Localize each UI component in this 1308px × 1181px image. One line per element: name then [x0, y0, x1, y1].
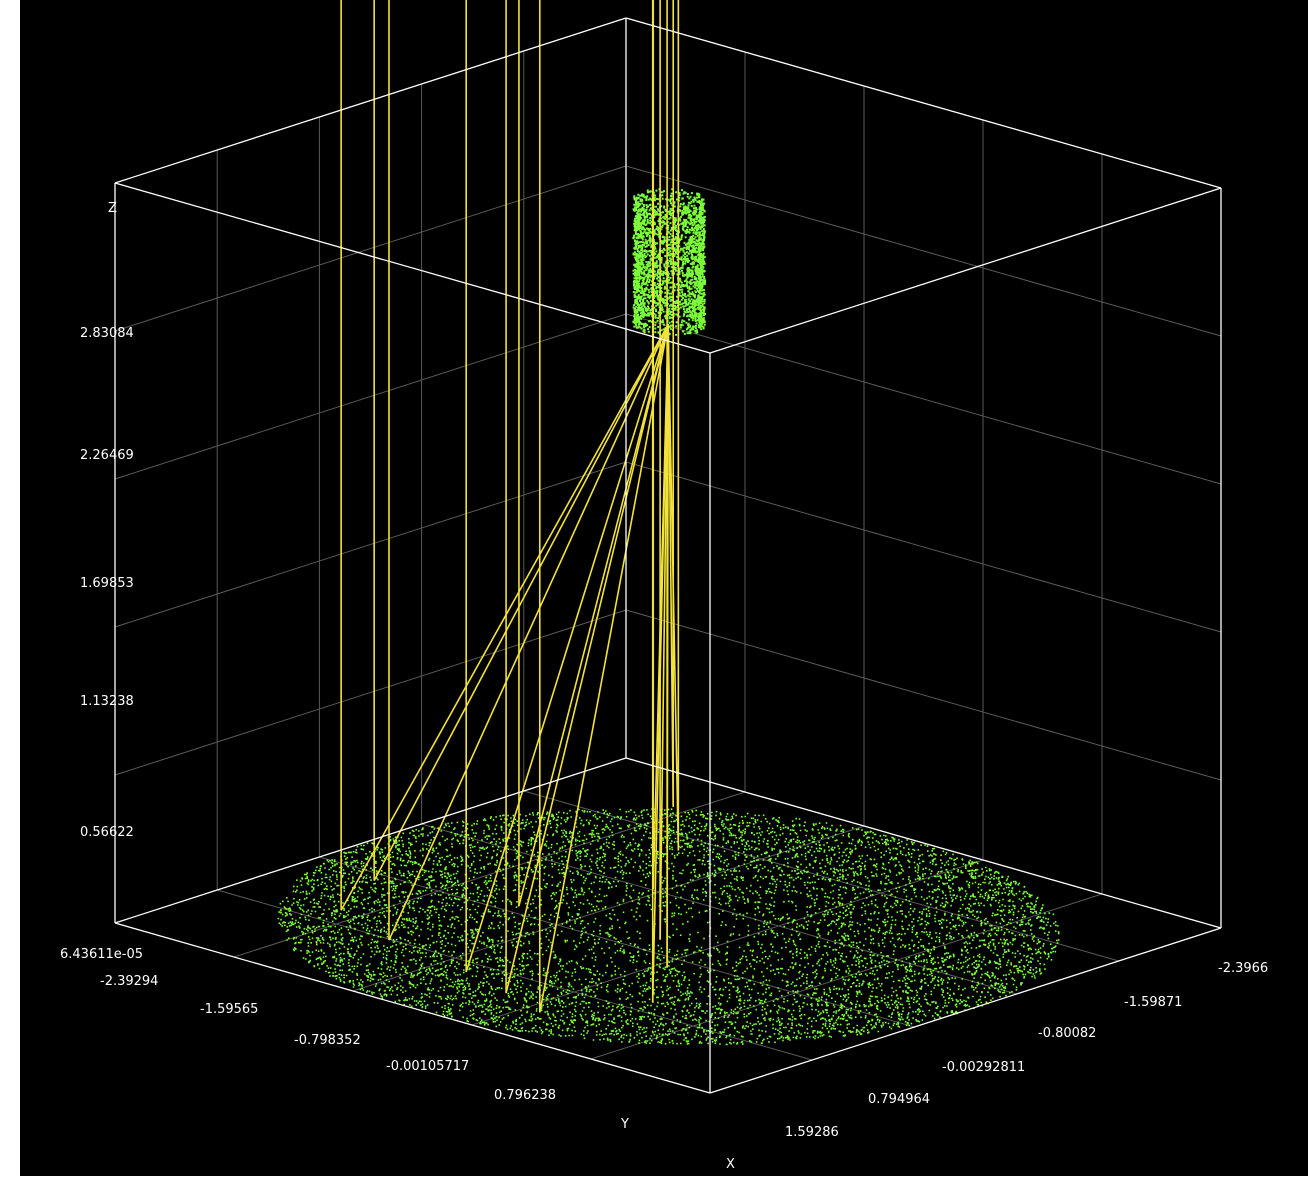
y-axis-label: Y: [620, 1117, 629, 1132]
x-tick-label: -2.3966: [1218, 961, 1268, 976]
disk-point-cloud: [277, 808, 1060, 1046]
y-tick-label: -0.00105717: [386, 1059, 469, 1074]
reflected-ray: [340, 324, 669, 911]
y-tick-label: -0.798352: [294, 1033, 361, 1048]
reflected-ray: [505, 324, 669, 994]
reflected-ray: [373, 324, 669, 882]
reflected-ray: [538, 324, 669, 1013]
bounding-box: [114, 17, 1222, 1094]
box-edge: [114, 182, 711, 354]
z-tick-label: 2.83084: [80, 326, 134, 341]
x-tick-label: 0.794964: [868, 1092, 930, 1107]
floor-grid-line: [590, 893, 1103, 1060]
cylinder-points: [632, 188, 707, 336]
x-tick-label: -0.80082: [1038, 1026, 1096, 1041]
x-tick-label: -1.59871: [1124, 995, 1182, 1010]
box-edge: [114, 922, 711, 1094]
floor-grid-line: [421, 823, 1017, 995]
cylinder-point-cloud: [632, 188, 707, 336]
grid-lines: [114, 51, 1222, 1061]
tick-labels: 6.43611e-05 0.56622 1.13238 1.69853 2.26…: [60, 201, 1268, 1172]
ray-lines: [340, 0, 680, 1013]
box-edge: [625, 757, 1222, 929]
z-tick-label: 2.26469: [80, 448, 134, 463]
floor-grid-line: [319, 856, 915, 1028]
floor-grid-line: [233, 791, 746, 958]
reflected-ray: [518, 324, 669, 906]
y-tick-label: -2.39294: [100, 974, 158, 989]
box-edge: [709, 187, 1222, 354]
disk-points: [277, 808, 1060, 1046]
reflected-ray: [651, 324, 669, 1003]
z-tick-label: 1.13238: [80, 694, 134, 709]
chart-3d-plot[interactable]: 6.43611e-05 0.56622 1.13238 1.69853 2.26…: [20, 0, 1308, 1176]
y-tick-label: -1.59565: [200, 1002, 258, 1017]
z-tick-label: 1.69853: [80, 576, 134, 591]
wall-grid-line: [625, 165, 1222, 337]
wall-grid-line: [625, 313, 1222, 485]
box-edge: [709, 927, 1222, 1094]
reflected-ray: [388, 324, 669, 941]
plot-viewport[interactable]: 6.43611e-05 0.56622 1.13238 1.69853 2.26…: [20, 0, 1308, 1176]
floor-grid-line: [471, 859, 984, 1026]
wall-grid-line: [114, 165, 627, 332]
x-axis-label: X: [726, 1157, 735, 1172]
box-edge: [625, 17, 1222, 189]
reflected-ray: [465, 324, 669, 973]
y-tick-label: 0.796238: [494, 1088, 556, 1103]
x-tick-label: -0.00292811: [942, 1060, 1025, 1075]
floor-grid-line: [217, 889, 813, 1061]
wall-grid-line: [625, 609, 1222, 781]
wall-grid-line: [114, 609, 627, 776]
box-edge: [114, 757, 627, 924]
wall-grid-line: [625, 461, 1222, 633]
z-axis-label: Z: [108, 201, 117, 216]
box-edge: [114, 17, 627, 184]
x-tick-label: 1.59286: [785, 1125, 839, 1140]
z-tick-label: 0.56622: [80, 825, 134, 840]
reflected-ray: [667, 324, 680, 851]
floor-grid-line: [523, 790, 1119, 962]
reflected-ray: [666, 324, 669, 968]
z-tick-label: 6.43611e-05: [60, 947, 143, 962]
wall-grid-line: [114, 313, 627, 480]
wall-grid-line: [114, 461, 627, 628]
